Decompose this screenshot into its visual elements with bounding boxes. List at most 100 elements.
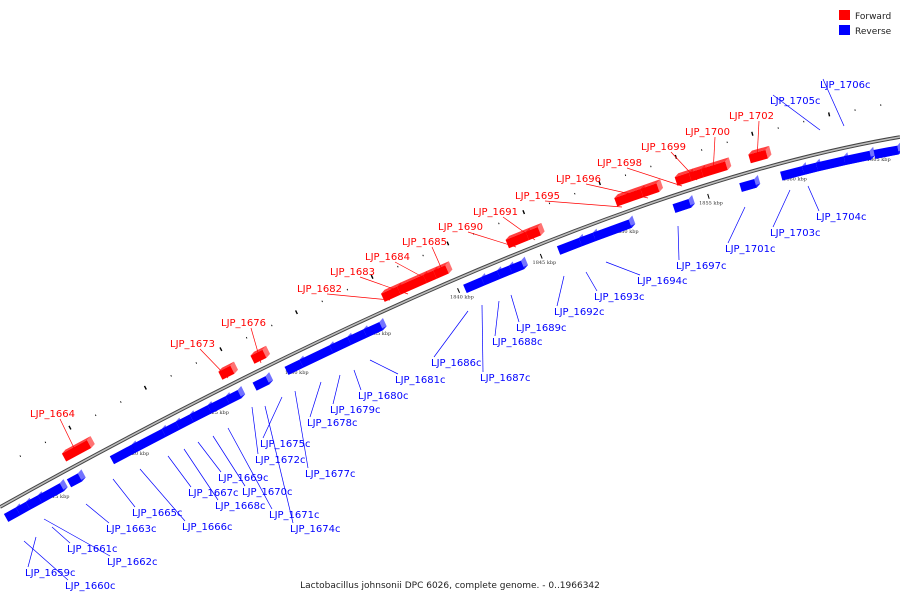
minor-tick xyxy=(574,192,576,195)
label-ljp-1703c: LJP_1703c xyxy=(770,228,821,239)
label-ljp-1689c: LJP_1689c xyxy=(516,323,567,334)
genome-backbone xyxy=(0,135,900,509)
label-ljp-1663c: LJP_1663c xyxy=(106,524,157,535)
gene-ljp-1673 xyxy=(218,361,239,380)
scale-tick-label: 1825 kbp xyxy=(205,410,229,416)
label-ljp-1664: LJP_1664 xyxy=(30,409,75,420)
scale-tick-label: 1840 kbp xyxy=(450,294,474,300)
leader-ljp-1671c xyxy=(227,427,273,510)
leader-ljp-1701c xyxy=(727,206,746,244)
legend-forward-swatch xyxy=(839,10,850,20)
leader-ljp-1661c xyxy=(51,526,71,544)
leader-ljp-1692c xyxy=(556,275,565,307)
leader-ljp-1670c xyxy=(212,435,246,487)
minor-tick xyxy=(321,300,323,303)
label-ljp-1692c: LJP_1692c xyxy=(554,307,605,318)
gene-ljp-1705c xyxy=(815,152,850,172)
minor-tick xyxy=(120,401,122,403)
leader-ljp-1706c xyxy=(822,78,845,127)
label-ljp-1704c: LJP_1704c xyxy=(816,212,867,223)
gene-ljp-1662c xyxy=(37,479,68,504)
leader-ljp-1663c xyxy=(85,503,110,524)
leader-ljp-1666c xyxy=(139,468,186,522)
minor-tick xyxy=(370,274,374,279)
leader-ljp-1681c xyxy=(369,359,399,375)
label-ljp-1687c: LJP_1687c xyxy=(480,373,531,384)
minor-tick xyxy=(44,441,47,444)
gene-ljp-1706c xyxy=(843,146,875,165)
label-ljp-1696: LJP_1696 xyxy=(556,174,601,185)
leader-ljp-1665c xyxy=(112,478,136,508)
leader-ljp-1674c xyxy=(264,405,294,524)
scale-tick-label: 1815 kbp xyxy=(46,494,70,500)
leader-ljp-1690 xyxy=(467,231,517,248)
label-ljp-1690: LJP_1690 xyxy=(438,222,483,233)
minor-tick xyxy=(68,425,72,430)
scale-tick-label: 1850 kbp xyxy=(615,229,639,235)
label-ljp-1688c: LJP_1688c xyxy=(492,337,543,348)
minor-tick-marks xyxy=(19,104,882,457)
label-ljp-1674c: LJP_1674c xyxy=(290,524,341,535)
leader-ljp-1702 xyxy=(756,120,760,161)
leader-ljp-1672c xyxy=(251,406,259,455)
scale-tick-label: 1865 kbp xyxy=(867,157,891,163)
leader-ljp-1693c xyxy=(585,271,598,292)
legend: Forward Reverse xyxy=(839,10,892,37)
leader-ljp-1704c xyxy=(807,185,820,212)
label-ljp-1695: LJP_1695 xyxy=(515,191,560,202)
label-ljp-1679c: LJP_1679c xyxy=(330,405,381,416)
gene-features xyxy=(3,142,900,522)
gene-ljp-1706c-b xyxy=(873,142,900,159)
legend-reverse-swatch xyxy=(839,25,850,35)
label-ljp-1697c: LJP_1697c xyxy=(676,261,727,272)
gene-labels: LJP_1664 LJP_1673 LJP_1676 LJP_1682 LJP_1683… xyxy=(25,80,871,592)
leader-ljp-1705c xyxy=(772,94,821,131)
leader-ljp-1673 xyxy=(199,348,229,379)
minor-tick xyxy=(397,265,399,268)
leader-ljp-1679c xyxy=(332,374,341,405)
leader-ljp-1696 xyxy=(585,183,649,199)
minor-tick xyxy=(498,222,500,225)
scale-tick-label: 1855 kbp xyxy=(699,200,723,206)
leader-ljp-1687c xyxy=(481,304,484,373)
label-ljp-1698: LJP_1698 xyxy=(597,158,642,169)
leader-ljp-1660c xyxy=(23,540,69,581)
leader-ljp-1689c xyxy=(510,294,520,323)
label-ljp-1702: LJP_1702 xyxy=(729,111,774,122)
label-leader-lines xyxy=(23,78,845,581)
label-ljp-1665c: LJP_1665c xyxy=(132,508,183,519)
minor-tick xyxy=(19,455,22,457)
minor-tick xyxy=(548,202,551,205)
label-ljp-1694c: LJP_1694c xyxy=(637,276,688,287)
leader-ljp-1678c xyxy=(309,381,322,418)
label-ljp-1705c: LJP_1705c xyxy=(770,96,821,107)
leader-ljp-1683 xyxy=(359,276,409,295)
label-ljp-1693c: LJP_1693c xyxy=(594,292,645,303)
leader-ljp-1675c xyxy=(262,396,283,439)
leader-ljp-1685 xyxy=(431,246,444,273)
leader-ljp-1677c xyxy=(294,390,309,469)
minor-tick xyxy=(170,374,172,377)
scale-tick-label: 1860 kbp xyxy=(783,176,807,182)
leader-ljp-1699 xyxy=(670,151,698,181)
label-ljp-1686c: LJP_1686c xyxy=(431,358,482,369)
label-ljp-1675c: LJP_1675c xyxy=(260,439,311,450)
minor-tick xyxy=(346,288,349,291)
leader-ljp-1676 xyxy=(250,327,262,364)
leader-ljp-1680c xyxy=(353,369,362,391)
minor-tick xyxy=(446,241,450,246)
label-ljp-1669c: LJP_1669c xyxy=(218,473,269,484)
leader-ljp-1698 xyxy=(626,167,683,187)
gene-ljp-1685 xyxy=(433,261,453,279)
leader-ljp-1668c xyxy=(183,448,219,501)
label-ljp-1673: LJP_1673 xyxy=(170,339,215,350)
scale-tick-mark xyxy=(457,288,460,294)
leader-ljp-1659c xyxy=(27,536,37,568)
gene-ljp-1701c xyxy=(739,174,761,192)
label-ljp-1685: LJP_1685 xyxy=(402,237,447,248)
label-ljp-1683: LJP_1683 xyxy=(330,267,375,278)
leader-ljp-1697c xyxy=(677,225,680,261)
minor-tick xyxy=(294,310,298,315)
label-ljp-1670c: LJP_1670c xyxy=(242,487,293,498)
